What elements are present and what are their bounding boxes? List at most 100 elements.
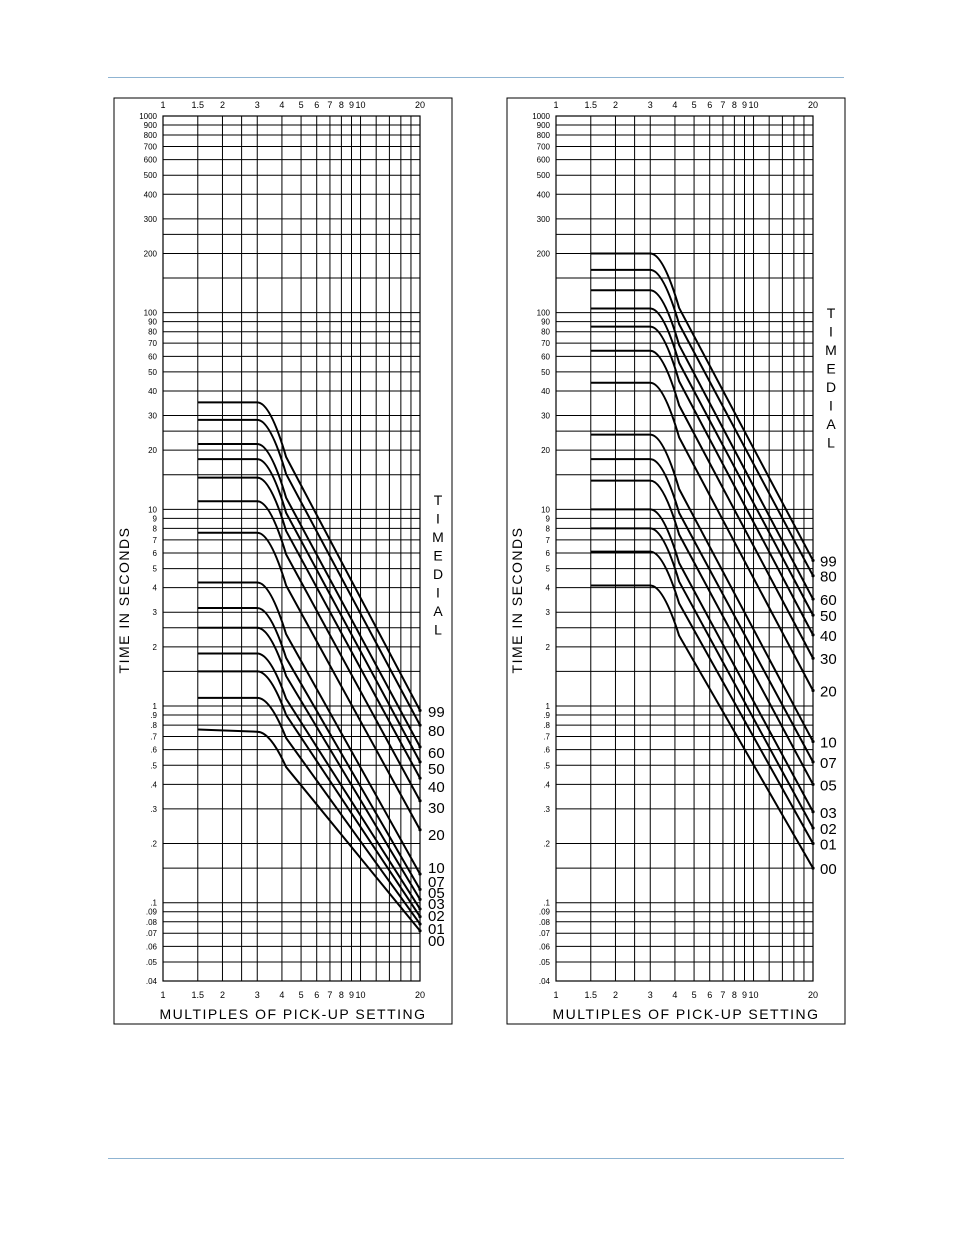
time-dial-label: 50 [820, 608, 837, 625]
y-tick-label: 50 [541, 368, 550, 377]
time-dial-curve-07 [197, 607, 421, 890]
y-tick-label: 50 [148, 368, 157, 377]
curve-endpoint [811, 688, 815, 693]
y-tick-label: 1000 [532, 112, 550, 121]
y-tick-label: 800 [537, 131, 551, 140]
x-tick-label-bottom: 5 [299, 990, 304, 1000]
curve-endpoint [811, 841, 815, 846]
x-tick-label-top: 10 [356, 100, 366, 110]
curve-endpoint [811, 558, 815, 563]
x-tick-label-bottom: 5 [692, 990, 697, 1000]
time-dial-label: 30 [820, 651, 837, 668]
time-dial-curve-05 [590, 479, 814, 785]
y-tick-label: 40 [541, 387, 550, 396]
x-tick-label-top: 8 [339, 100, 344, 110]
x-tick-label-top: 2 [220, 100, 225, 110]
x-tick-label-bottom: 9 [742, 990, 747, 1000]
y-tick-label: 80 [148, 328, 157, 337]
curve-endpoint [811, 613, 815, 617]
x-tick-label-top: 5 [299, 100, 304, 110]
x-tick-label-bottom: 10 [356, 990, 366, 1000]
y-tick-label: 100 [144, 309, 158, 318]
time-dial-label: 03 [820, 805, 837, 822]
y-tick-label: 70 [541, 339, 550, 348]
y-tick-label: 6 [546, 549, 551, 558]
chart-frame [506, 97, 846, 1025]
time-dial-curve-30 [590, 349, 814, 659]
time-dial-label: 07 [820, 755, 837, 772]
x-tick-label-bottom: 4 [279, 990, 284, 1000]
time-dial-label: 02 [428, 908, 445, 925]
time-dial-curve-01 [590, 550, 814, 845]
time-dial-curve-20 [590, 381, 814, 691]
y-tick-label: 8 [153, 524, 158, 533]
curve-endpoint [811, 633, 815, 637]
y-tick-label: .06 [146, 942, 158, 951]
time-dial-curve-60 [590, 289, 814, 600]
y-tick-label: 1 [153, 702, 158, 711]
x-tick-label-top: 1 [160, 100, 165, 110]
x-axis-title: MULTIPLES OF PICK-UP SETTING [159, 1006, 426, 1022]
y-tick-label: .2 [150, 840, 157, 849]
time-dial-curve-50 [590, 307, 814, 616]
x-tick-label-top: 20 [415, 100, 425, 110]
y-tick-label: 8 [546, 524, 551, 533]
x-tick-label-top: 3 [648, 100, 653, 110]
time-dial-letter: E [433, 548, 442, 564]
time-dial-label: 40 [428, 779, 445, 796]
curve-endpoint [811, 810, 815, 814]
curve-endpoint [811, 574, 815, 578]
time-dial-label: 05 [820, 777, 837, 794]
y-tick-label: 600 [144, 156, 158, 165]
y-tick-label: 10 [541, 505, 550, 514]
x-tick-label-top: 20 [808, 100, 818, 110]
x-tick-label-bottom: 20 [808, 990, 818, 1000]
y-tick-label: 300 [144, 215, 158, 224]
y-tick-label: 20 [541, 446, 550, 455]
time-dial-letter: L [434, 622, 442, 638]
y-tick-label: 60 [148, 352, 157, 361]
x-tick-label-top: 1.5 [585, 100, 598, 110]
time-dial-label: 01 [428, 921, 445, 938]
x-tick-label-bottom: 1 [160, 990, 165, 1000]
time-dial-label: 01 [820, 837, 837, 854]
time-dial-letter: D [826, 379, 836, 395]
time-dial-letter: D [433, 566, 443, 582]
y-tick-label: 70 [148, 339, 157, 348]
time-dial-label: 60 [820, 592, 837, 609]
x-tick-label-top: 1.5 [192, 100, 205, 110]
y-tick-label: .4 [543, 780, 550, 789]
x-tick-label-bottom: 3 [648, 990, 653, 1000]
y-tick-label: 40 [148, 387, 157, 396]
time-dial-label: 60 [428, 745, 445, 762]
y-tick-label: .07 [539, 929, 551, 938]
y-tick-label: 90 [541, 318, 550, 327]
y-tick-label: 30 [541, 412, 550, 421]
curve-endpoint [418, 915, 422, 919]
time-dial-letter: E [826, 361, 835, 377]
y-tick-label: .08 [146, 918, 158, 927]
y-tick-label: 30 [148, 412, 157, 421]
chart-2: 1000900800700600500400300200100908070605… [506, 97, 846, 1025]
y-tick-label: 3 [153, 608, 158, 617]
header-rule [108, 77, 844, 78]
y-tick-label: .1 [150, 899, 157, 908]
y-tick-label: 10 [148, 505, 157, 514]
time-dial-label: 50 [428, 761, 445, 778]
time-dial-letter: I [829, 324, 833, 340]
chart-frame [113, 97, 453, 1025]
time-dial-label: 10 [428, 860, 445, 877]
curve-endpoint [418, 907, 422, 911]
time-dial-curve-07 [590, 458, 814, 763]
y-tick-label: 900 [537, 121, 551, 130]
time-dial-label: 07 [428, 874, 445, 891]
y-tick-label: 3 [546, 608, 551, 617]
y-tick-label: .4 [150, 780, 157, 789]
x-tick-label-top: 2 [613, 100, 618, 110]
x-tick-label-bottom: 1 [553, 990, 558, 1000]
time-dial-letter: A [433, 603, 443, 619]
time-dial-curve-00 [590, 584, 814, 869]
time-dial-letter: M [825, 342, 837, 358]
time-dial-curve-02 [590, 527, 814, 829]
